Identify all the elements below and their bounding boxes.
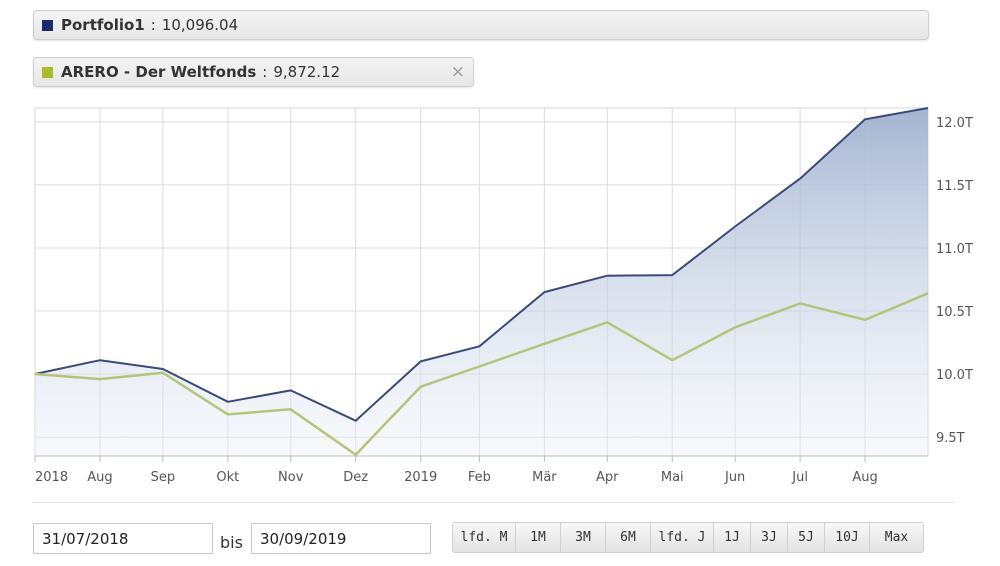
legend-name: Portfolio1 (61, 16, 145, 34)
x-tick-label: Apr (596, 470, 619, 485)
to-date-input[interactable] (251, 523, 431, 554)
close-icon[interactable]: × (450, 62, 465, 82)
x-tick-label: Nov (278, 470, 304, 485)
x-tick-label: Feb (468, 470, 491, 485)
x-tick-label: Mär (532, 470, 557, 485)
legend-value: 9,872.12 (273, 63, 341, 81)
x-tick-label: Sep (151, 470, 176, 485)
legend-portfolio1[interactable]: Portfolio1 : 10,096.04 (33, 10, 929, 40)
y-tick-label: 11.5T (936, 179, 973, 194)
range-button-10j[interactable]: 10J (825, 523, 870, 552)
legend-separator: : (262, 63, 268, 81)
legend-value: 10,096.04 (161, 16, 239, 34)
legend-arero[interactable]: ARERO - Der Weltfonds : 9,872.12 × (33, 57, 474, 87)
line-chart: 12.0T 11.5T 11.0T 10.5T 10.0T 9.5T 2018 Aug Sep O… (34, 107, 973, 485)
y-tick-label: 12.0T (936, 116, 973, 131)
series-area-0 (35, 108, 928, 456)
x-tick-label: Jul (791, 470, 808, 485)
x-tick-label: 2019 (404, 470, 437, 485)
chart-axes: 12.0T 11.5T 11.0T 10.5T 10.0T 9.5T 2018 Aug Sep O… (34, 116, 973, 485)
x-tick-label: Dez (343, 470, 368, 485)
y-tick-label: 10.5T (936, 305, 973, 320)
legend-swatch-portfolio1 (42, 19, 53, 31)
legend-separator: : (150, 16, 156, 34)
from-date-input[interactable] (33, 523, 213, 554)
range-button-1j[interactable]: 1J (714, 523, 751, 552)
y-tick-label: 10.0T (936, 368, 973, 383)
legend-name: ARERO - Der Weltfonds (61, 63, 257, 81)
x-tick-label: Mai (661, 470, 684, 485)
divider (33, 502, 955, 503)
x-tick-label: Aug (87, 470, 112, 485)
range-button-3j[interactable]: 3J (751, 523, 788, 552)
legend-swatch-arero (42, 66, 53, 78)
x-tick-label: Aug (852, 470, 877, 485)
y-tick-label: 11.0T (936, 242, 973, 257)
range-button-group: lfd. M 1M 3M 6M lfd. J 1J 3J 5J 10J Max (452, 522, 924, 553)
y-tick-label: 9.5T (936, 431, 965, 446)
range-button-lfd-m[interactable]: lfd. M (453, 523, 516, 552)
range-button-1m[interactable]: 1M (516, 523, 561, 552)
range-button-5j[interactable]: 5J (788, 523, 825, 552)
x-tick-label: 2018 (35, 470, 68, 485)
chart-lines (34, 107, 929, 456)
x-tick-label: Okt (216, 470, 239, 485)
chart-area (35, 108, 928, 456)
range-button-max[interactable]: Max (870, 523, 923, 552)
bis-label: bis (220, 533, 243, 552)
x-tick-label: Jun (724, 470, 745, 485)
range-button-6m[interactable]: 6M (606, 523, 651, 552)
range-button-3m[interactable]: 3M (561, 523, 606, 552)
range-button-lfd-j[interactable]: lfd. J (651, 523, 714, 552)
